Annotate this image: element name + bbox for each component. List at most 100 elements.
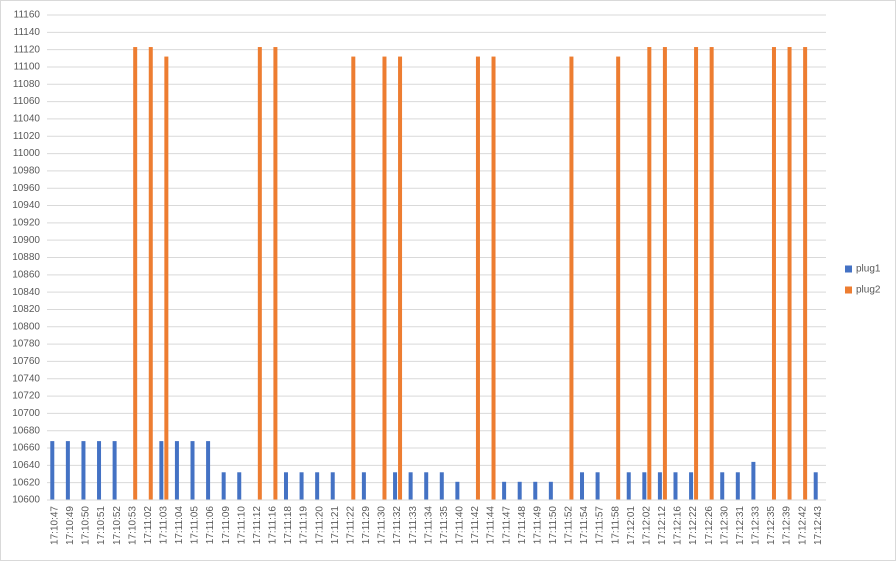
x-tick-label: 17:12:01 (626, 506, 637, 545)
y-tick-label: 10600 (12, 495, 40, 506)
bar (439, 472, 444, 500)
y-tick-label: 11100 (14, 62, 41, 73)
x-tick-label: 17:12:42 (797, 506, 808, 545)
bar (709, 47, 714, 500)
x-tick-label: 17:10:49 (65, 506, 76, 545)
y-tick-label: 10880 (12, 252, 40, 263)
bar (455, 481, 460, 500)
x-tick-label: 17:11:30 (377, 506, 388, 545)
bar (626, 472, 631, 500)
bar (735, 472, 740, 500)
y-tick-label: 10780 (12, 339, 40, 350)
x-tick-label: 17:12:39 (782, 506, 793, 545)
y-tick-label: 11120 (14, 44, 41, 55)
y-tick-label: 10960 (12, 183, 40, 194)
bar (616, 56, 621, 500)
bar (330, 472, 335, 500)
bar (315, 472, 320, 500)
x-tick-label: 17:11:10 (236, 506, 247, 545)
bar (65, 441, 70, 500)
x-tick-label: 17:12:30 (719, 506, 730, 545)
bar (569, 56, 574, 500)
legend-swatch (845, 286, 852, 294)
bar (148, 47, 153, 500)
bar (662, 47, 667, 500)
bar (673, 472, 678, 500)
x-tick-label: 17:11:04 (174, 506, 185, 545)
legend-label: plug1 (856, 264, 881, 275)
bar (689, 472, 694, 500)
bar (112, 441, 117, 500)
bar (595, 472, 600, 500)
bar (398, 56, 403, 500)
y-tick-label: 11140 (14, 27, 41, 38)
bar (642, 472, 647, 500)
y-tick-label: 11080 (13, 79, 41, 90)
y-tick-label: 10700 (12, 408, 40, 419)
bar (299, 472, 304, 500)
bar (273, 47, 278, 500)
bar (190, 441, 195, 500)
bar (133, 47, 138, 500)
bar (517, 481, 522, 500)
x-tick-label: 17:11:42 (470, 506, 481, 545)
x-tick-label: 17:10:47 (49, 506, 60, 545)
x-tick-label: 17:10:51 (96, 506, 107, 545)
bar (548, 481, 553, 500)
y-tick-label: 11020 (13, 131, 41, 142)
x-tick-label: 17:11:57 (595, 506, 606, 545)
y-tick-label: 11040 (13, 114, 41, 125)
x-tick-label: 17:11:50 (548, 506, 559, 545)
bar (813, 472, 818, 500)
y-tick-label: 10720 (12, 391, 40, 402)
x-tick-label: 17:11:44 (486, 506, 497, 545)
bar (771, 47, 776, 500)
y-tick-label: 10740 (12, 373, 40, 384)
x-tick-label: 17:11:03 (158, 506, 169, 545)
y-tick-label: 10940 (12, 200, 40, 211)
x-tick-label: 17:11:48 (517, 506, 528, 545)
bar (159, 441, 164, 500)
bar (206, 441, 211, 500)
bar (164, 56, 169, 500)
x-tick-label: 17:10:53 (127, 506, 138, 545)
x-tick-label: 17:11:54 (579, 506, 590, 545)
bar (283, 472, 288, 500)
bar (97, 441, 102, 500)
x-tick-label: 17:12:35 (766, 506, 777, 545)
x-tick-label: 17:11:40 (455, 506, 466, 545)
x-tick-label: 17:11:06 (205, 506, 216, 545)
bar (237, 472, 242, 500)
x-tick-label: 17:12:33 (751, 506, 762, 545)
bar (694, 47, 699, 500)
bar (408, 472, 413, 500)
y-tick-label: 11060 (13, 96, 41, 107)
bar (361, 472, 366, 500)
x-tick-label: 17:11:12 (252, 506, 263, 545)
y-tick-label: 10760 (12, 356, 40, 367)
bar (81, 441, 86, 500)
y-tick-label: 10640 (12, 460, 40, 471)
y-tick-label: 10820 (12, 304, 40, 315)
x-tick-label: 17:12:12 (657, 506, 668, 545)
x-tick-label: 17:11:22 (345, 506, 356, 545)
bar (647, 47, 652, 500)
x-tick-label: 17:11:47 (501, 506, 512, 545)
y-tick-label: 10680 (12, 425, 40, 436)
bar (257, 47, 262, 500)
legend-swatch (845, 265, 852, 273)
x-tick-label: 17:12:16 (673, 506, 684, 545)
x-tick-label: 17:11:02 (143, 506, 154, 545)
x-tick-label: 17:11:16 (268, 506, 279, 545)
x-tick-label: 17:11:29 (361, 506, 372, 545)
x-tick-label: 17:11:58 (610, 506, 621, 545)
bar (491, 56, 496, 500)
x-tick-label: 17:11:34 (423, 506, 434, 545)
x-tick-label: 17:12:43 (813, 506, 824, 545)
x-tick-label: 17:11:33 (408, 506, 419, 545)
bar (424, 472, 429, 500)
x-tick-label: 17:11:35 (439, 506, 450, 545)
bar (475, 56, 480, 500)
x-tick-label: 17:12:26 (704, 506, 715, 545)
y-tick-label: 10860 (12, 269, 40, 280)
